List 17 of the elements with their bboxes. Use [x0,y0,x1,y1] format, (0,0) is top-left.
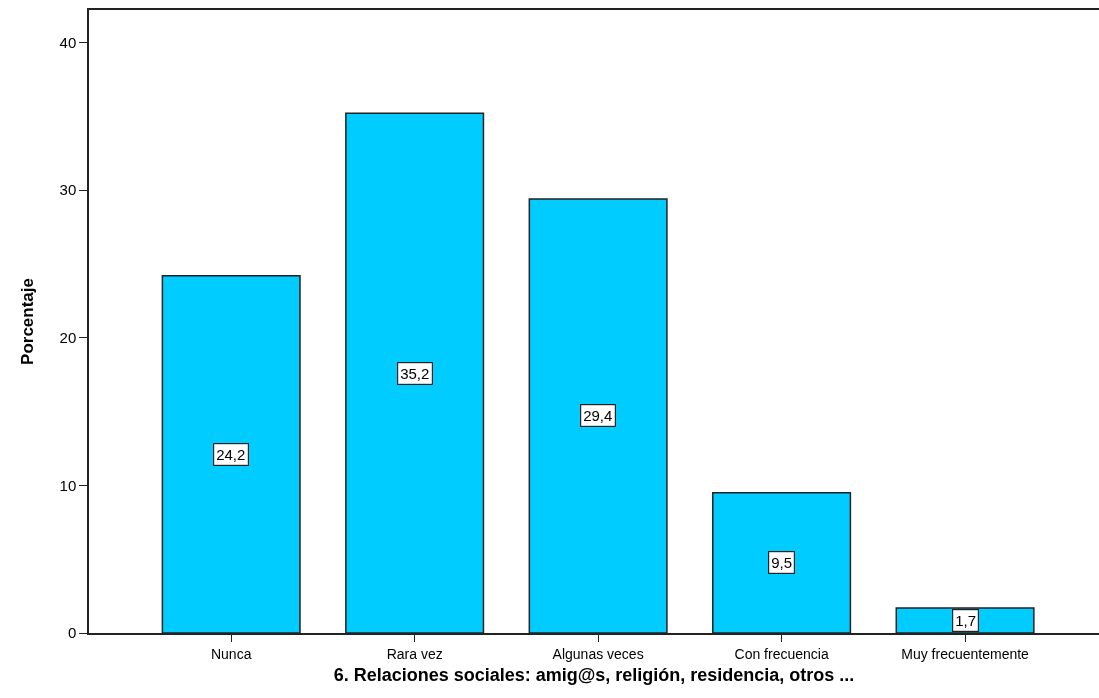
y-tick-label: 40 [59,33,77,51]
data-label: 1,7 [955,612,977,630]
x-axis-title: 6. Relaciones sociales: amig@s, religión, residencia, otros ... [333,665,855,686]
y-tick-label: 20 [59,328,77,346]
data-label: 29,4 [583,407,613,425]
data-label: 9,5 [771,554,793,572]
data-label: 35,2 [400,365,430,383]
x-tick-label: Con frecuencia [734,645,829,662]
y-tick-label: 10 [59,476,77,494]
data-label: 24,2 [216,446,246,464]
x-tick-label: Algunas veces [552,645,644,662]
x-tick-label: Rara vez [386,645,443,662]
x-tick-label: Muy frecuentemente [901,645,1030,662]
y-tick-label: 0 [67,624,77,642]
y-tick-label: 30 [59,181,77,199]
y-axis-title: Porcentaje [17,278,37,365]
x-tick-label: Nunca [210,645,252,662]
